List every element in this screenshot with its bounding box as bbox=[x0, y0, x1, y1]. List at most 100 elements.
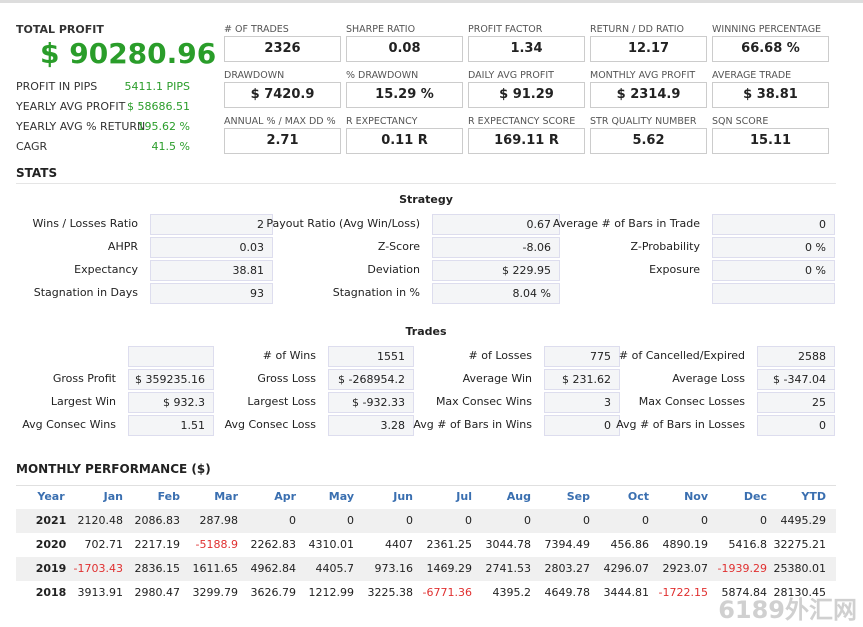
year-cell: 2018 bbox=[35, 586, 67, 599]
stat-label: Largest Loss bbox=[247, 395, 316, 408]
stat-value: 0 bbox=[712, 214, 835, 235]
month-value: 4296.07 bbox=[603, 562, 650, 575]
metric-value: 66.68 % bbox=[712, 36, 829, 62]
month-value: 0 bbox=[760, 514, 767, 527]
stat-label: Gross Loss bbox=[257, 372, 316, 385]
stat-empty-box bbox=[128, 346, 214, 367]
stat-label: # of Cancelled/Expired bbox=[618, 349, 745, 362]
metric-value: 15.11 bbox=[712, 128, 829, 154]
month-value: 0 bbox=[524, 514, 531, 527]
stat-value: 38.81 bbox=[150, 260, 273, 281]
month-value: 2803.27 bbox=[544, 562, 591, 575]
stat-value: 1.51 bbox=[128, 415, 214, 436]
total-profit-label: TOTAL PROFIT bbox=[16, 23, 104, 36]
table-rule bbox=[16, 485, 836, 486]
month-value: 287.98 bbox=[199, 514, 239, 527]
metric-value: 2.71 bbox=[224, 128, 341, 154]
stat-value: $ 359235.16 bbox=[128, 369, 214, 390]
metric-label: R EXPECTANCY SCORE bbox=[468, 116, 576, 127]
month-value: 4962.84 bbox=[250, 562, 297, 575]
month-value: 25380.01 bbox=[773, 562, 827, 575]
column-header: YTD bbox=[801, 490, 826, 503]
stat-label: # of Losses bbox=[468, 349, 532, 362]
stat-value: -8.06 bbox=[432, 237, 560, 258]
month-value: 0 bbox=[406, 514, 413, 527]
stat-label: Average # of Bars in Trade bbox=[552, 217, 700, 230]
metric-value: 0.08 bbox=[346, 36, 463, 62]
metric-value: 1.34 bbox=[468, 36, 585, 62]
row-bg bbox=[16, 509, 836, 533]
year-cell: 2020 bbox=[35, 538, 67, 551]
year-cell: 2021 bbox=[35, 514, 67, 527]
metric-value: 0.11 R bbox=[346, 128, 463, 154]
stat-value: 93 bbox=[150, 283, 273, 304]
metric-label: SQN SCORE bbox=[712, 116, 769, 127]
stat-label: Average Win bbox=[462, 372, 532, 385]
column-header: Jan bbox=[103, 490, 123, 503]
metric-label: ANNUAL % / MAX DD % bbox=[224, 116, 336, 127]
stat-value: $ -932.33 bbox=[328, 392, 414, 413]
stat-value: $ 229.95 bbox=[432, 260, 560, 281]
metric-value: $ 7420.9 bbox=[224, 82, 341, 108]
stat-label: Average Loss bbox=[672, 372, 745, 385]
metric-label: WINNING PERCENTAGE bbox=[712, 24, 822, 35]
month-value: 456.86 bbox=[610, 538, 650, 551]
stat-value: 775 bbox=[544, 346, 620, 367]
metric-value: 2326 bbox=[224, 36, 341, 62]
month-value: 4407 bbox=[385, 538, 413, 551]
column-header: Feb bbox=[157, 490, 180, 503]
stat-label: Expectancy bbox=[74, 263, 138, 276]
column-header: Jul bbox=[456, 490, 472, 503]
month-value: 2923.07 bbox=[662, 562, 709, 575]
month-value: 3044.78 bbox=[485, 538, 532, 551]
stat-label: Exposure bbox=[649, 263, 700, 276]
month-value: -1722.15 bbox=[658, 586, 708, 599]
metric-value: $ 2314.9 bbox=[590, 82, 707, 108]
stat-label: Avg Consec Wins bbox=[22, 418, 116, 431]
month-value: 4649.78 bbox=[544, 586, 591, 599]
stat-value: 3 bbox=[544, 392, 620, 413]
month-value: 28130.45 bbox=[773, 586, 827, 599]
stat-label: Z-Score bbox=[377, 240, 420, 253]
month-value: -1939.29 bbox=[717, 562, 767, 575]
metric-label: DRAWDOWN bbox=[224, 70, 285, 81]
metric-label: SHARPE RATIO bbox=[346, 24, 416, 35]
metric-value: $ 38.81 bbox=[712, 82, 829, 108]
month-value: 2836.15 bbox=[134, 562, 181, 575]
stat-label: Payout Ratio (Avg Win/Loss) bbox=[266, 217, 420, 230]
month-value: 2262.83 bbox=[250, 538, 297, 551]
metric-label: DAILY AVG PROFIT bbox=[468, 70, 554, 81]
summary-value: $ 58686.51 bbox=[127, 100, 190, 113]
metric-label: PROFIT FACTOR bbox=[468, 24, 543, 35]
month-value: 4395.2 bbox=[492, 586, 532, 599]
month-value: 3225.38 bbox=[367, 586, 414, 599]
month-value: 5416.8 bbox=[728, 538, 768, 551]
stat-value: 8.04 % bbox=[432, 283, 560, 304]
monthly-title: MONTHLY PERFORMANCE ($) bbox=[16, 462, 211, 476]
stat-value: 0.03 bbox=[150, 237, 273, 258]
total-profit-value: $ 90280.96 bbox=[40, 37, 217, 70]
metric-value: 12.17 bbox=[590, 36, 707, 62]
month-value: 4310.01 bbox=[308, 538, 355, 551]
stat-value: $ -268954.2 bbox=[328, 369, 414, 390]
stat-label: Wins / Losses Ratio bbox=[32, 217, 138, 230]
stat-label: Z-Probability bbox=[630, 240, 700, 253]
month-value: 0 bbox=[465, 514, 472, 527]
summary-value: 41.5 % bbox=[151, 140, 190, 153]
summary-label: YEARLY AVG PROFIT bbox=[16, 100, 126, 113]
month-value: 973.16 bbox=[374, 562, 414, 575]
stat-label: Avg Consec Loss bbox=[224, 418, 316, 431]
column-header: Sep bbox=[566, 490, 590, 503]
stat-value: $ 231.62 bbox=[544, 369, 620, 390]
column-header: Aug bbox=[506, 490, 531, 503]
column-header: Apr bbox=[274, 490, 296, 503]
month-value: 4405.7 bbox=[315, 562, 355, 575]
month-value: -1703.43 bbox=[73, 562, 123, 575]
month-value: 3299.79 bbox=[192, 586, 239, 599]
summary-value: 5411.1 PIPS bbox=[124, 80, 190, 93]
section-title: Trades bbox=[405, 325, 447, 338]
metric-label: R EXPECTANCY bbox=[346, 116, 418, 127]
stat-value: 0.67 bbox=[432, 214, 560, 235]
month-value: 0 bbox=[347, 514, 354, 527]
